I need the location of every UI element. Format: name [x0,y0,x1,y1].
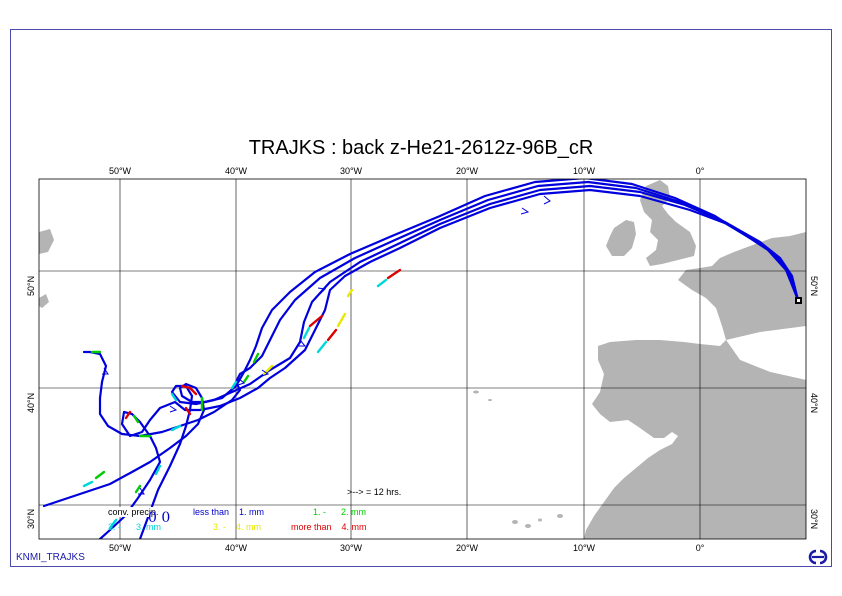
lon-label: 20°W [456,543,479,553]
trajectory-4 [42,179,800,508]
lat-label: 30°N [809,509,819,529]
lat-label: 30°N [26,509,36,529]
lon-label: 20°W [456,166,479,176]
lat-labels-left: 50°N 40°N 30°N [26,276,36,529]
trajectory-2 [138,184,800,539]
legend-heading: conv. precip. [108,507,159,517]
lon-label: 10°W [573,166,596,176]
org-label: KNMI_TRAJKS [16,552,85,563]
legend-item-1-2: 1. - 2. mm [313,507,366,517]
legend-item-yellow: 3. - 4. mm [213,522,261,532]
legend-item-cyan: 3. - 3. mm [108,522,161,532]
land-ireland [606,220,636,256]
start-point-icon [795,297,802,304]
lon-label: 30°W [340,543,363,553]
land-newfoundland [39,229,54,254]
legend-item-label: less than [193,507,230,517]
legend-item-less-than: less than 1. mm [193,507,264,517]
land-nova-scotia [39,294,49,308]
lat-label: 40°N [26,393,36,413]
land-continental-europe [584,232,806,539]
legend-item-label: more than [291,522,332,532]
map-title: TRAJKS : back z-He21-2612z-96B_cR [248,137,594,159]
precip-segments [82,268,402,530]
trajectories [42,179,800,539]
trajectory-3 [82,180,800,438]
lon-label: 50°W [109,543,132,553]
lat-label: 50°N [26,276,36,296]
graticule [39,179,806,539]
legend-item-value: 4. mm [341,522,367,532]
map-border [38,178,807,540]
lon-label: 10°W [573,543,596,553]
land-azores [473,390,479,394]
legend-item-label: 3. - [108,522,122,532]
land-great-britain [640,180,696,266]
lon-label: 50°W [109,166,132,176]
legend-item-value: 3. mm [136,522,162,532]
lon-labels-top: 50°W 40°W 30°W 20°W 10°W 0° [109,166,705,176]
time-arrows [102,195,551,495]
stray-glyphs: 0 0 [148,510,171,526]
lat-label: 50°N [809,276,819,296]
arrow-note: >--> = 12 hrs. [347,487,402,497]
legend-item-label: 1. - [313,507,327,517]
legend-item-value: 2. mm [341,507,367,517]
land-north-africa [712,340,806,400]
lon-label: 0° [696,166,705,176]
lon-label: 40°W [225,166,248,176]
lat-label: 40°N [809,393,819,413]
land-masses [39,180,806,539]
lat-labels-right: 50°N 40°N 30°N [809,276,819,529]
legend-item-value: 1. mm [239,507,265,517]
trajectory-1 [98,188,800,539]
legend-item-more-than: more than 4. mm [291,522,367,532]
lon-label: 30°W [340,166,363,176]
lon-label: 40°W [225,543,248,553]
legend-item-label: 3. - [213,522,227,532]
lon-label: 0° [696,543,705,553]
sea-mediterranean [726,326,806,380]
figure-frame [10,29,832,567]
legend-item-value: 4. mm [236,522,262,532]
lon-labels-bottom: 50°W 40°W 30°W 20°W 10°W 0° [109,543,705,553]
knmi-logo-icon [808,549,828,565]
